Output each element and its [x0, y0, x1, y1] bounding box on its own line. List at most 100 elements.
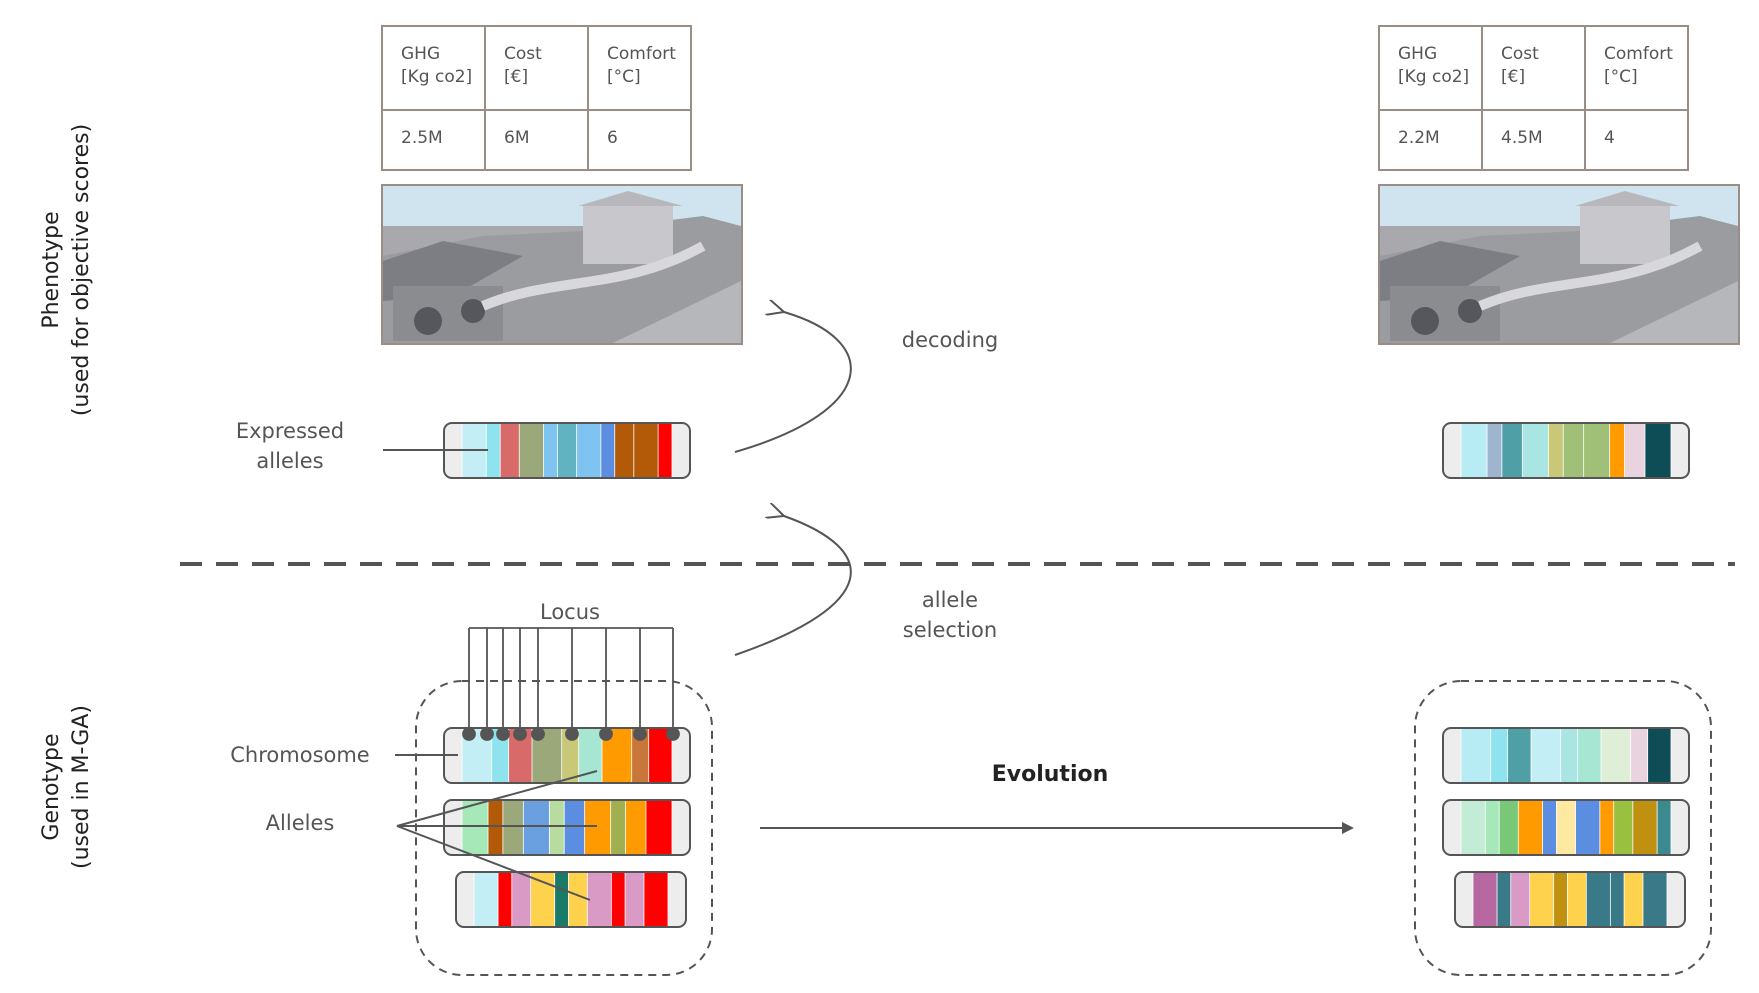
allele-band: [568, 872, 588, 927]
allele-band: [668, 872, 686, 927]
allele-band: [511, 872, 532, 927]
allele-band: [1507, 728, 1532, 783]
allele-selection-arrow: [734, 516, 852, 656]
genotype-chromosome-right-2: [1442, 799, 1690, 856]
allele-band: [1599, 800, 1615, 855]
allele-band: [1563, 423, 1585, 478]
allele-band: [1443, 423, 1462, 478]
allele-band: [486, 423, 501, 478]
genotype-label: Genotype (used in M-GA): [39, 705, 94, 869]
allele-band: [444, 800, 463, 855]
allele-band: [1657, 800, 1672, 855]
allele-band: [1671, 423, 1689, 478]
allele-band: [614, 423, 635, 478]
table-header-comfort: Comfort [°C]: [1584, 25, 1689, 111]
genotype-chromosome-right-3: [1454, 871, 1686, 928]
allele-band: [1529, 872, 1555, 927]
building-render-right: [1378, 184, 1740, 345]
table-header-comfort: Comfort [°C]: [587, 25, 692, 111]
allele-band: [1548, 423, 1564, 478]
allele-band: [543, 423, 558, 478]
allele-band: [645, 800, 673, 855]
expressed-chromosome-right: [1442, 422, 1690, 479]
genotype-chromosome-right-1: [1442, 727, 1690, 784]
allele-band: [625, 872, 645, 927]
allele-band: [1601, 728, 1632, 783]
allele-selection-label: allele selection: [902, 588, 998, 642]
allele-band: [1485, 800, 1500, 855]
allele-band: [456, 872, 475, 927]
allele-band: [1531, 728, 1562, 783]
allele-band: [631, 728, 650, 783]
genotype-chromosome-left-3: [455, 871, 687, 928]
allele-band: [1630, 728, 1649, 783]
allele-band: [1542, 800, 1557, 855]
allele-band: [672, 423, 690, 478]
allele-band: [1609, 423, 1626, 478]
allele-band: [502, 800, 524, 855]
allele-band: [1443, 800, 1462, 855]
allele-band: [1613, 800, 1634, 855]
left-population-box: [415, 680, 713, 976]
allele-band: [564, 800, 586, 855]
allele-band: [643, 872, 669, 927]
allele-band: [1624, 872, 1644, 927]
allele-band: [530, 872, 556, 927]
allele-band: [549, 800, 565, 855]
allele-band: [1577, 728, 1602, 783]
allele-band: [600, 423, 616, 478]
allele-band: [1583, 423, 1611, 478]
allele-band: [611, 872, 626, 927]
allele-band: [648, 728, 673, 783]
allele-band: [1490, 728, 1509, 783]
allele-band: [1560, 728, 1579, 783]
allele-band: [1610, 872, 1625, 927]
chromosome-label: Chromosome: [230, 743, 370, 767]
allele-band: [1518, 800, 1544, 855]
table-value-cost: 6M: [484, 109, 589, 171]
locus-label: Locus: [540, 600, 600, 624]
allele-band: [1553, 872, 1568, 927]
allele-band: [1647, 728, 1672, 783]
expressed-alleles-label: Expressed alleles: [235, 419, 345, 473]
allele-band: [1455, 872, 1474, 927]
allele-band: [1487, 423, 1503, 478]
decoding-arrow: [734, 312, 852, 453]
allele-band: [658, 423, 673, 478]
table-header-cost: Cost [€]: [484, 25, 589, 111]
allele-band: [474, 872, 499, 927]
building-render-left: [381, 184, 743, 345]
table-value-ghg: 2.2M: [1378, 109, 1483, 171]
table-value-comfort: 6: [587, 109, 692, 171]
allele-band: [1567, 872, 1587, 927]
allele-band: [1575, 800, 1601, 855]
allele-band: [1632, 800, 1658, 855]
allele-band: [488, 800, 504, 855]
allele-band: [1624, 423, 1646, 478]
allele-band: [1443, 728, 1462, 783]
table-value-comfort: 4: [1584, 109, 1689, 171]
allele-band: [1497, 872, 1512, 927]
table-value-cost: 4.5M: [1481, 109, 1586, 171]
allele-band: [1586, 872, 1611, 927]
allele-band: [491, 728, 510, 783]
allele-band: [498, 872, 513, 927]
allele-band: [1522, 423, 1549, 478]
allele-band: [584, 800, 612, 855]
right-population-box: [1414, 680, 1712, 976]
allele-band: [633, 423, 659, 478]
allele-band: [500, 423, 520, 478]
allele-band: [1501, 423, 1523, 478]
allele-band: [1642, 872, 1668, 927]
allele-band: [1499, 800, 1519, 855]
allele-band: [1510, 872, 1531, 927]
allele-band: [523, 800, 550, 855]
allele-band: [576, 423, 602, 478]
allele-band: [1461, 800, 1486, 855]
allele-band: [1556, 800, 1577, 855]
allele-band: [1473, 872, 1498, 927]
table-header-cost: Cost [€]: [1481, 25, 1586, 111]
locus-bracket: [462, 627, 680, 741]
allele-band: [508, 728, 533, 783]
